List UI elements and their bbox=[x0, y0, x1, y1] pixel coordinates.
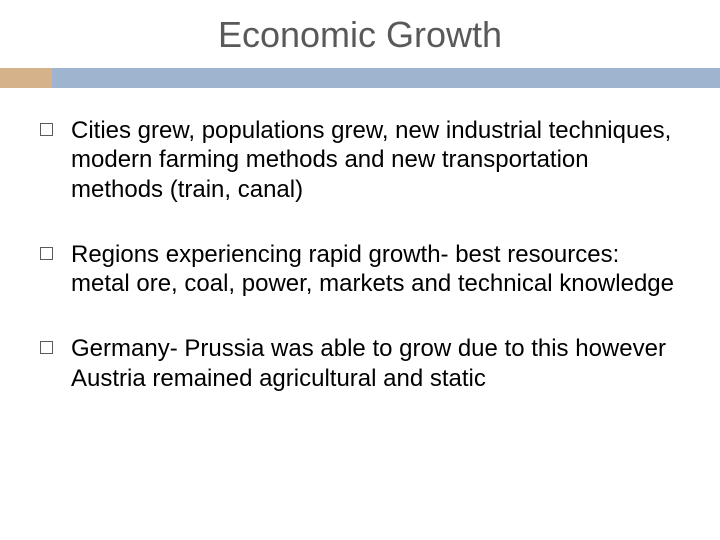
slide-title: Economic Growth bbox=[0, 0, 720, 68]
bullet-item: Cities grew, populations grew, new indus… bbox=[40, 116, 680, 204]
bullet-marker-icon bbox=[40, 247, 53, 260]
bullet-item: Regions experiencing rapid growth- best … bbox=[40, 240, 680, 299]
divider-bar bbox=[0, 68, 720, 88]
bullet-marker-icon bbox=[40, 341, 53, 354]
bullet-text: Cities grew, populations grew, new indus… bbox=[71, 116, 680, 204]
divider-main bbox=[52, 68, 720, 88]
divider-accent bbox=[0, 68, 52, 88]
bullet-text: Germany- Prussia was able to grow due to… bbox=[71, 334, 680, 393]
bullet-item: Germany- Prussia was able to grow due to… bbox=[40, 334, 680, 393]
bullet-text: Regions experiencing rapid growth- best … bbox=[71, 240, 680, 299]
bullet-marker-icon bbox=[40, 123, 53, 136]
content-area: Cities grew, populations grew, new indus… bbox=[0, 88, 720, 393]
slide-container: Economic Growth Cities grew, populations… bbox=[0, 0, 720, 540]
